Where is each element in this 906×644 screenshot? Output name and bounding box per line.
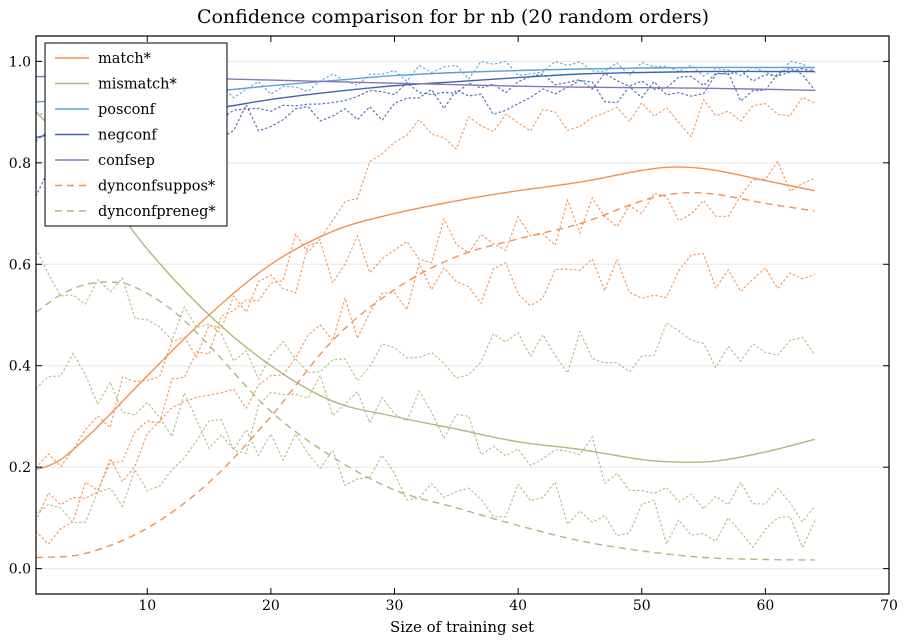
x-axis-title: Size of training set [390,618,534,636]
series-line-match [36,166,815,471]
legend-label-confsep: confsep [98,153,155,169]
x-tick-label: 20 [262,598,280,614]
legend-label-mismatch: mismatch* [98,77,178,93]
x-tick-label: 60 [756,598,774,614]
y-tick-label: 0.8 [9,156,31,172]
legend-label-dynconfsuppos: dynconfsuppos* [98,179,216,195]
ticks: 0.0 0.2 0.4 0.6 0.8 1.0 10 20 30 40 50 60 70 [9,36,898,614]
y-tick-label: 1.0 [9,54,31,70]
noise-trace [36,352,816,549]
x-tick-label: 10 [138,598,156,614]
noise-trace [36,248,816,382]
chart-title: Confidence comparison for br nb (20 rand… [196,6,710,28]
y-tick-label: 0.0 [9,562,31,578]
legend-label-match: match* [98,51,152,67]
plot-frame [35,35,890,595]
noise-trace [36,160,816,469]
legend-label-posconf: posconf [98,102,157,118]
x-tick-label: 70 [880,598,898,614]
grid [36,60,889,570]
y-tick-label: 0.6 [9,257,31,273]
legend-label-dynconfpreneg: dynconfpreneg* [98,204,216,220]
legend-label-negconf: negconf [98,128,158,144]
noise-trace [36,96,816,545]
y-tick-label: 0.2 [9,460,31,476]
legend: match* mismatch* posconf negconf confsep dync… [44,42,228,227]
series-line-dynconfsuppos [36,191,815,559]
y-tick-label: 0.4 [9,359,31,375]
noise-trace [36,373,816,524]
x-tick-label: 50 [633,598,651,614]
x-tick-label: 40 [509,598,527,614]
series-line-dynconfpreneg [36,281,815,561]
x-tick-label: 30 [386,598,404,614]
noise-trace [36,252,816,522]
